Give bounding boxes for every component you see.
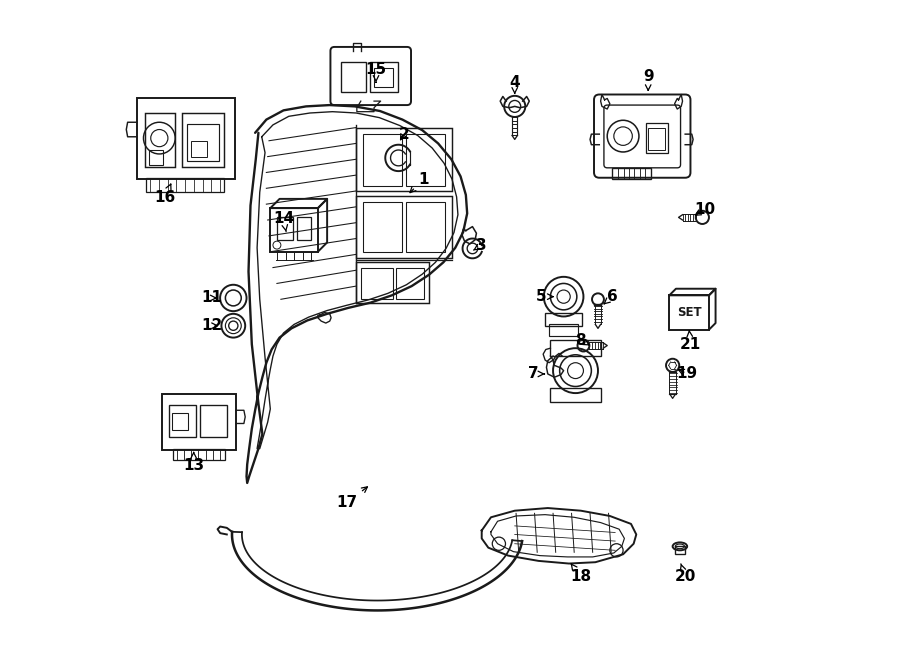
Bar bbox=[370, 62, 398, 92]
Bar bbox=[146, 177, 224, 192]
Text: 12: 12 bbox=[202, 318, 223, 333]
Bar bbox=[670, 295, 709, 330]
Text: 20: 20 bbox=[674, 564, 696, 585]
Text: 3: 3 bbox=[473, 238, 487, 253]
Bar bbox=[363, 134, 402, 185]
Bar bbox=[356, 262, 429, 303]
Bar bbox=[374, 68, 392, 87]
Text: 9: 9 bbox=[643, 68, 653, 90]
Bar bbox=[182, 113, 224, 167]
Text: 19: 19 bbox=[676, 366, 698, 381]
Bar bbox=[201, 405, 227, 437]
Bar bbox=[396, 267, 424, 299]
Text: 14: 14 bbox=[273, 211, 294, 232]
Bar bbox=[187, 124, 219, 161]
Text: 21: 21 bbox=[680, 331, 701, 352]
Bar bbox=[137, 99, 235, 179]
Text: 2: 2 bbox=[399, 126, 410, 142]
Bar bbox=[145, 113, 175, 167]
Text: 11: 11 bbox=[202, 291, 222, 305]
Text: 6: 6 bbox=[604, 289, 618, 304]
Text: 16: 16 bbox=[154, 184, 176, 205]
Text: 18: 18 bbox=[571, 564, 591, 585]
Bar bbox=[551, 388, 600, 402]
Bar bbox=[270, 208, 318, 252]
Bar bbox=[172, 413, 188, 430]
Text: 15: 15 bbox=[365, 62, 387, 83]
Bar bbox=[191, 141, 207, 157]
Bar bbox=[148, 150, 163, 165]
Bar bbox=[549, 324, 578, 336]
Bar bbox=[648, 128, 665, 150]
Bar bbox=[362, 267, 393, 299]
Bar bbox=[277, 217, 292, 240]
Bar bbox=[173, 449, 225, 461]
Bar bbox=[341, 62, 366, 92]
Text: SET: SET bbox=[677, 306, 701, 319]
Bar bbox=[406, 134, 446, 185]
Bar bbox=[356, 195, 452, 258]
Bar bbox=[363, 201, 402, 252]
Text: 10: 10 bbox=[695, 202, 716, 217]
Bar bbox=[545, 312, 582, 326]
Text: 17: 17 bbox=[337, 487, 367, 510]
Bar bbox=[168, 405, 196, 437]
Bar bbox=[612, 169, 652, 179]
Bar bbox=[551, 340, 600, 356]
Bar bbox=[645, 123, 668, 153]
Text: 4: 4 bbox=[509, 75, 520, 93]
Bar bbox=[162, 394, 236, 450]
Bar bbox=[675, 546, 685, 554]
Bar bbox=[297, 217, 311, 240]
Text: 7: 7 bbox=[528, 367, 544, 381]
Text: 13: 13 bbox=[183, 452, 204, 473]
Bar bbox=[356, 128, 452, 191]
Text: 5: 5 bbox=[536, 289, 553, 304]
Text: 1: 1 bbox=[410, 171, 428, 193]
Bar bbox=[406, 201, 446, 252]
Text: 8: 8 bbox=[575, 333, 590, 348]
